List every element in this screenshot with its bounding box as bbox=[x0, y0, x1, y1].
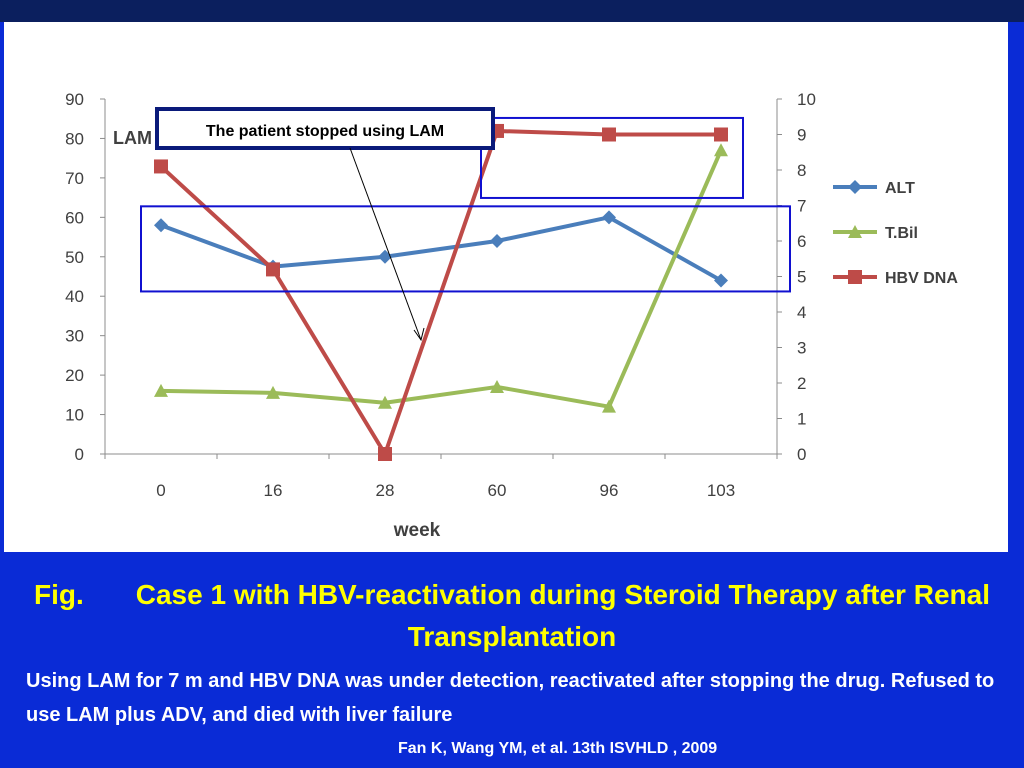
x-tick-label: 0 bbox=[156, 481, 165, 500]
data-point-hbv-dna bbox=[154, 159, 168, 174]
data-point-alt bbox=[154, 218, 168, 233]
legend-label-alt: ALT bbox=[885, 180, 915, 197]
annotation-arrow-head bbox=[413, 327, 425, 342]
x-tick-label: 60 bbox=[488, 481, 507, 500]
annotation-box bbox=[155, 107, 495, 150]
data-point-alt bbox=[490, 234, 504, 248]
left-tick-label: 60 bbox=[65, 208, 84, 227]
legend-marker-alt bbox=[848, 180, 862, 194]
data-point-t-bil bbox=[154, 383, 168, 397]
citation: Fan K, Wang YM, et al. 13th ISVHLD , 200… bbox=[398, 740, 718, 757]
right-tick-label: 0 bbox=[797, 445, 806, 464]
data-point-t-bil bbox=[714, 143, 728, 157]
data-point-t-bil bbox=[266, 385, 280, 399]
right-tick-label: 5 bbox=[797, 268, 806, 287]
chart: 0 10 20 30 40 50 60 70 80 90 0 1 2 3 4 5 6 7 8 9 10 0 16 28 60 96… bbox=[65, 90, 958, 541]
data-point-hbv-dna bbox=[378, 447, 392, 461]
data-point-hbv-dna bbox=[714, 127, 728, 142]
data-point-t-bil bbox=[490, 379, 504, 393]
right-tick-label: 2 bbox=[797, 374, 806, 393]
left-tick-label: 70 bbox=[65, 169, 84, 188]
x-tick-label: 28 bbox=[376, 481, 395, 500]
data-point-t-bil bbox=[602, 399, 616, 413]
alt-highlight-box bbox=[140, 205, 791, 293]
data-point-t-bil bbox=[378, 395, 392, 409]
legend-label-hbv-dna: HBV DNA bbox=[885, 270, 958, 287]
series-line-alt bbox=[160, 215, 722, 283]
right-tick-label: 1 bbox=[797, 410, 806, 429]
right-tick-label: 6 bbox=[797, 232, 806, 251]
left-tick-label: 30 bbox=[65, 327, 84, 346]
data-point-hbv-dna bbox=[266, 262, 280, 277]
legend-label-t-bil: T.Bil bbox=[885, 225, 918, 242]
figure-caption-body: Using LAM for 7 m and HBV DNA was under … bbox=[26, 670, 995, 726]
x-tick-label: 16 bbox=[264, 481, 283, 500]
annotation-arrow-line bbox=[349, 147, 422, 341]
left-tick-label: 0 bbox=[75, 445, 84, 464]
series-line-t-bil bbox=[160, 149, 723, 409]
top-bar bbox=[0, 0, 1024, 22]
left-tick-label: 10 bbox=[65, 406, 84, 425]
data-point-hbv-dna bbox=[602, 127, 616, 142]
right-tick-label: 3 bbox=[797, 339, 806, 358]
figure-title: Case 1 with HBV-reactivation during Ster… bbox=[135, 579, 990, 652]
data-point-alt bbox=[602, 210, 616, 225]
x-tick-label: 103 bbox=[707, 481, 735, 500]
x-tick-label: 96 bbox=[600, 481, 619, 500]
right-tick-label: 7 bbox=[797, 197, 806, 216]
left-tick-label: 50 bbox=[65, 248, 84, 267]
annotation-text: The patient stopped using LAM bbox=[206, 123, 444, 140]
right-tick-label: 4 bbox=[797, 303, 806, 322]
left-axis-title: LAM bbox=[113, 128, 152, 148]
legend-marker-hbv-dna bbox=[848, 270, 862, 284]
x-axis-title: week bbox=[393, 520, 441, 541]
figure-caption-title: Fig. Case 1 with HBV-reactivation during … bbox=[0, 574, 1024, 658]
chart-panel: 0 10 20 30 40 50 60 70 80 90 0 1 2 3 4 5 6 7 8 9 10 0 16 28 60 96… bbox=[4, 22, 1008, 552]
right-tick-label: 10 bbox=[797, 90, 816, 109]
left-tick-label: 90 bbox=[65, 90, 84, 109]
right-tick-label: 9 bbox=[797, 126, 806, 145]
right-tick-label: 8 bbox=[797, 161, 806, 180]
left-tick-label: 80 bbox=[65, 129, 84, 148]
hbv-highlight-box bbox=[480, 116, 744, 199]
data-point-alt bbox=[714, 273, 728, 288]
left-tick-label: 20 bbox=[65, 366, 84, 385]
series-line-hbv-dna bbox=[159, 128, 721, 456]
figure-label: Fig. bbox=[34, 579, 84, 610]
legend-marker-t-bil bbox=[848, 225, 862, 238]
left-tick-label: 40 bbox=[65, 287, 84, 306]
